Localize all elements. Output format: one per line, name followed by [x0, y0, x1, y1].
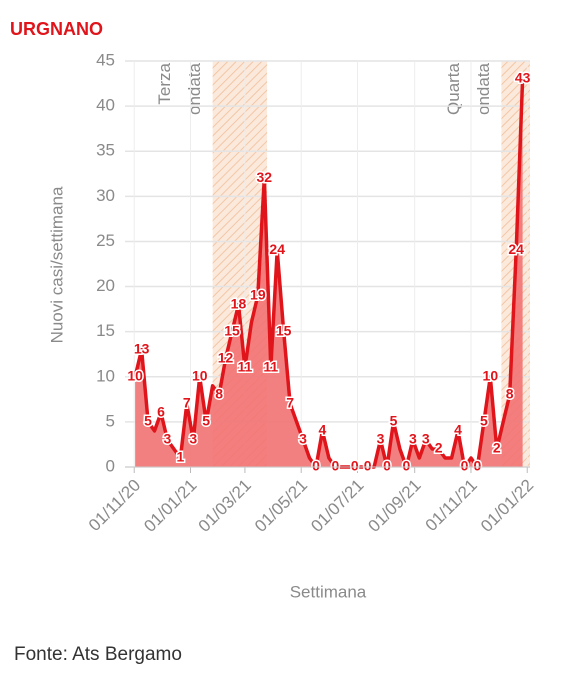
data-label: 0 — [351, 458, 359, 474]
x-tick-label: 01/09/21 — [364, 476, 424, 536]
x-tick-label: 01/05/21 — [251, 476, 311, 536]
y-tick-label: 20 — [96, 276, 115, 295]
data-label: 5 — [390, 413, 398, 429]
data-label: 24 — [508, 241, 524, 257]
data-label: 3 — [377, 431, 385, 447]
data-label: 4 — [454, 422, 462, 438]
data-label: 2 — [493, 440, 501, 456]
y-tick-label: 30 — [96, 186, 115, 205]
data-label: 0 — [461, 458, 469, 474]
x-tick-label: 01/07/21 — [307, 476, 367, 536]
data-label: 8 — [215, 386, 223, 402]
data-label: 32 — [257, 169, 273, 185]
data-label: 0 — [364, 458, 372, 474]
line — [133, 78, 525, 469]
data-label: 15 — [224, 322, 240, 338]
x-tick-label: 01/01/21 — [140, 476, 200, 536]
data-label: 10 — [483, 367, 499, 383]
y-tick-label: 35 — [96, 141, 115, 160]
data-label: 12 — [218, 349, 234, 365]
data-label: 3 — [422, 431, 430, 447]
data-label: 13 — [134, 340, 150, 356]
chart-title: URGNANO — [10, 19, 103, 39]
band-annotation: ondata — [474, 62, 493, 115]
y-tick-label: 25 — [96, 231, 115, 250]
data-label: 7 — [286, 395, 294, 411]
data-label: 15 — [276, 322, 292, 338]
data-label: 10 — [127, 367, 143, 383]
band-annotation: Terza — [155, 62, 174, 104]
y-tick-label: 15 — [96, 321, 115, 340]
data-label: 5 — [480, 413, 488, 429]
y-tick-label: 40 — [96, 96, 115, 115]
data-label: 4 — [319, 422, 327, 438]
y-axis-label: Nuovi casi/settimana — [47, 186, 66, 343]
x-tick-label: 01/11/21 — [422, 476, 481, 535]
data-label: 5 — [144, 413, 152, 429]
y-tick-label: 5 — [106, 411, 115, 430]
y-tick-label: 45 — [96, 50, 115, 69]
data-label: 3 — [189, 431, 197, 447]
data-label: 0 — [474, 458, 482, 474]
x-axis-label: Settimana — [290, 582, 367, 601]
x-tick-label: 01/01/22 — [477, 476, 537, 536]
band-annotation: Quarta — [444, 62, 463, 115]
data-label: 11 — [263, 358, 278, 374]
data-label: 6 — [157, 404, 165, 420]
source: Fonte: Ats Bergamo — [14, 644, 182, 665]
data-label: 3 — [409, 431, 417, 447]
data-label: 8 — [506, 386, 514, 402]
data-label: 18 — [231, 295, 247, 311]
data-label: 0 — [402, 458, 410, 474]
y-tick-label: 10 — [96, 366, 115, 385]
band-annotation: ondata — [185, 62, 204, 115]
data-label: 10 — [192, 367, 208, 383]
plot-area: Terza ondata Quarta ondata05101520253035404… — [85, 50, 537, 535]
data-label: 0 — [331, 458, 339, 474]
data-label: 3 — [164, 431, 172, 447]
data-label: 2 — [435, 440, 443, 456]
x-tick-label: 01/11/20 — [85, 476, 144, 535]
data-label: 43 — [515, 70, 531, 86]
data-label: 7 — [183, 395, 191, 411]
data-label: 11 — [238, 358, 253, 374]
x-tick-label: 01/03/21 — [195, 476, 255, 536]
data-label: 19 — [250, 286, 266, 302]
data-label: 5 — [202, 413, 210, 429]
y-tick-label: 0 — [106, 456, 115, 475]
area — [135, 79, 523, 467]
data-label: 3 — [299, 431, 307, 447]
data-label: 0 — [383, 458, 391, 474]
data-label: 24 — [269, 241, 285, 257]
data-label: 0 — [312, 458, 320, 474]
data-label: 1 — [176, 449, 184, 465]
